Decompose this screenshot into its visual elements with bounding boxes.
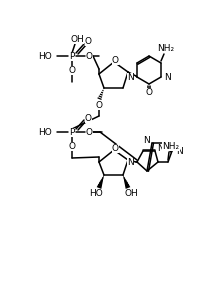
- Text: O: O: [84, 37, 92, 45]
- Text: NH₂: NH₂: [162, 141, 180, 151]
- Text: N: N: [127, 158, 134, 166]
- Polygon shape: [123, 175, 130, 189]
- Text: N: N: [157, 143, 164, 153]
- Text: O: O: [69, 141, 75, 151]
- Text: N: N: [143, 135, 150, 145]
- Text: OH: OH: [70, 34, 84, 43]
- Text: O: O: [69, 66, 75, 74]
- Text: O: O: [112, 55, 119, 64]
- Polygon shape: [97, 175, 104, 189]
- Text: O: O: [85, 128, 92, 137]
- Text: P: P: [69, 51, 75, 60]
- Text: O: O: [85, 51, 92, 60]
- Text: O: O: [145, 87, 153, 97]
- Text: O: O: [95, 101, 102, 110]
- Text: N: N: [127, 72, 134, 82]
- Text: NH₂: NH₂: [157, 43, 175, 53]
- Text: O: O: [84, 114, 92, 122]
- Text: HO: HO: [38, 51, 52, 60]
- Text: HO: HO: [89, 189, 103, 199]
- Text: O: O: [112, 143, 119, 153]
- Text: OH: OH: [124, 189, 138, 199]
- Text: N: N: [176, 147, 183, 156]
- Text: N: N: [164, 72, 171, 82]
- Text: P: P: [69, 128, 75, 137]
- Text: HO: HO: [38, 128, 52, 137]
